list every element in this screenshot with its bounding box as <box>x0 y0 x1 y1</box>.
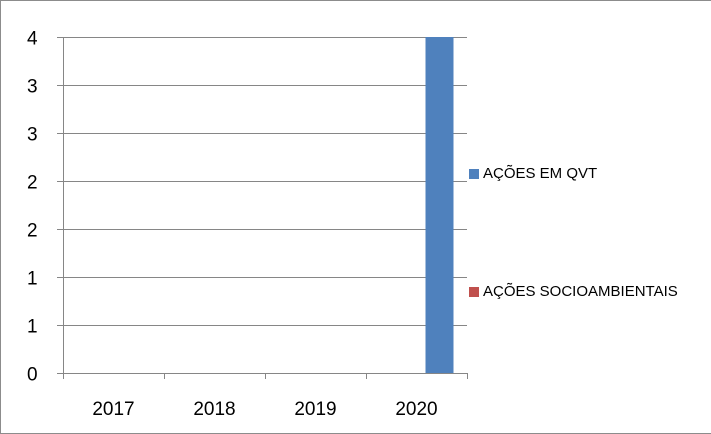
x-tick-label: 2018 <box>193 399 235 420</box>
bar-qvt <box>426 37 454 373</box>
legend-item-qvt: AÇÕES EM QVT <box>469 165 597 182</box>
y-tick-label: 1 <box>27 269 38 290</box>
y-tick-label: 0 <box>27 365 38 386</box>
x-tick-label: 2017 <box>92 399 134 420</box>
legend-label-qvt: AÇÕES EM QVT <box>483 165 597 182</box>
y-tick-label: 2 <box>27 221 38 242</box>
y-tick-label: 4 <box>27 29 38 50</box>
legend-label-socioambientais: AÇÕES SOCIOAMBIENTAIS <box>483 283 678 300</box>
y-tick-label: 3 <box>27 125 38 146</box>
y-tick-label: 3 <box>27 77 38 98</box>
x-tick-labels: 2017 2018 2019 2020 <box>92 399 437 420</box>
legend-swatch-qvt <box>469 169 479 179</box>
y-tick-label: 1 <box>27 317 38 338</box>
x-tick-label: 2020 <box>395 399 437 420</box>
y-tick-label: 2 <box>27 173 38 194</box>
gridlines <box>57 38 467 326</box>
x-tick-label: 2019 <box>294 399 336 420</box>
y-tick-labels: 0 1 1 2 2 3 3 4 <box>27 29 38 386</box>
axes <box>57 37 468 379</box>
legend-item-socioambientais: AÇÕES SOCIOAMBIENTAIS <box>469 283 678 300</box>
bars <box>426 37 454 373</box>
legend-swatch-socioambientais <box>469 287 479 297</box>
